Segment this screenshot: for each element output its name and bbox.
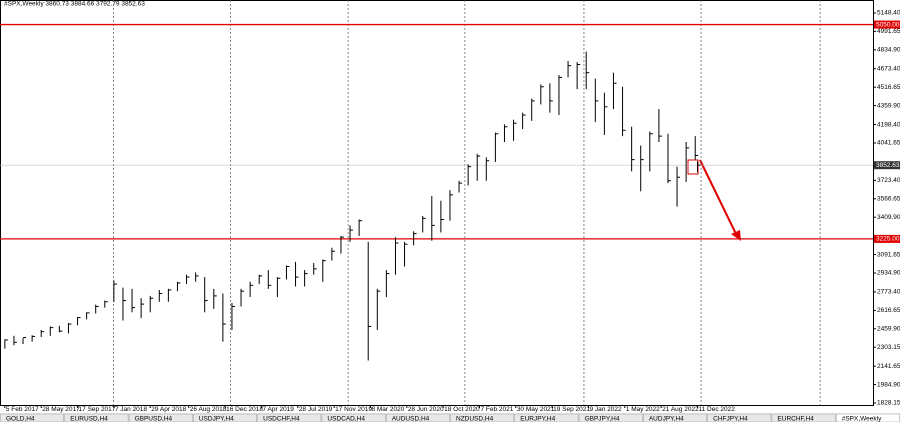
price-label: 5050.00 <box>876 21 900 28</box>
y-tick-label: 3409.90 <box>877 214 900 221</box>
price-label: 3852.63 <box>876 162 900 169</box>
x-tick-label: 18 Oct 2020 <box>444 406 480 413</box>
y-tick-label: 3723.40 <box>877 177 900 184</box>
annotation-arrow <box>699 159 738 237</box>
tab-label[interactable]: USDCHF,H4 <box>263 416 300 422</box>
y-tick-label: 4991.65 <box>877 28 900 35</box>
tab-label[interactable]: EURJPY,H4 <box>520 416 555 422</box>
x-tick-label: 30 May 2021 <box>517 406 555 413</box>
x-tick-label: 16 Dec 2018 <box>226 406 263 413</box>
tab-label[interactable]: EURCHF,H4 <box>777 416 814 422</box>
y-tick-label: 4673.40 <box>877 66 900 73</box>
y-tick-label: 1828.15 <box>877 400 900 407</box>
y-tick-label: 3566.65 <box>877 196 900 203</box>
annotation-box <box>687 159 699 175</box>
x-tick-label: 21 Aug 2022 <box>662 406 699 413</box>
x-tick-label: 17 Sep 2017 <box>79 406 116 413</box>
tab-label[interactable]: USDCAD,H4 <box>327 416 365 422</box>
x-tick-label: 28 Jul 2019 <box>299 406 333 413</box>
y-tick-label: 2934.90 <box>877 270 900 277</box>
tab[interactable] <box>450 413 515 422</box>
x-tick-label: 7 Apr 2019 <box>262 406 294 413</box>
tab[interactable] <box>771 413 836 422</box>
tab-label[interactable]: GBPUSD,H4 <box>135 416 173 422</box>
plot-frame <box>0 0 874 406</box>
x-tick-label: 9 Jan 2022 <box>589 406 622 413</box>
y-tick-label: 5148.40 <box>877 10 900 17</box>
x-tick-label: 29 Apr 2018 <box>151 406 186 413</box>
tab-label[interactable]: AUDUSD,H4 <box>392 416 430 422</box>
tab-label[interactable]: GBPJPY,H4 <box>585 416 620 422</box>
y-tick-label: 2459.90 <box>877 325 900 332</box>
y-tick-label: 4834.90 <box>877 47 900 54</box>
x-tick-label: 28 May 2017 <box>42 406 80 413</box>
tab[interactable] <box>643 413 707 422</box>
tab[interactable] <box>321 413 386 422</box>
x-tick-label: 1 May 2022 <box>626 406 660 413</box>
tab[interactable] <box>385 413 450 422</box>
y-tick-label: 2303.15 <box>877 344 900 351</box>
y-tick-label: 4516.65 <box>877 84 900 91</box>
tab[interactable] <box>707 413 772 422</box>
annotation-arrowhead <box>731 230 741 241</box>
x-tick-label: 5 Feb 2017 <box>6 406 39 413</box>
x-tick-label: 19 Sep 2021 <box>553 406 590 413</box>
tab-label[interactable]: USDJPY,H4 <box>199 416 234 422</box>
y-tick-label: 1984.90 <box>877 381 900 388</box>
tab[interactable] <box>578 413 643 422</box>
tab[interactable] <box>514 413 579 422</box>
tab-label[interactable]: GOLD,H4 <box>6 416 35 422</box>
tab[interactable] <box>128 413 193 422</box>
x-tick-label: 26 Aug 2018 <box>190 406 227 413</box>
price-label-box <box>874 161 900 170</box>
y-tick-label: 2616.65 <box>877 307 900 314</box>
x-tick-label: 7 Jan 2018 <box>115 406 148 413</box>
tab-label[interactable]: EURUSD,H4 <box>70 416 108 422</box>
y-tick-label: 4198.40 <box>877 121 900 128</box>
tab[interactable] <box>257 413 322 422</box>
x-tick-label: 11 Dec 2022 <box>698 406 735 413</box>
tab-label[interactable]: CHFJPY,H4 <box>713 416 748 422</box>
x-tick-label: 17 Nov 2019 <box>335 406 372 413</box>
y-tick-label: 2773.40 <box>877 289 900 296</box>
y-tick-label: 4041.65 <box>877 140 900 147</box>
tab-label[interactable]: NZDUSD,H4 <box>456 416 494 422</box>
price-label-box <box>874 234 900 243</box>
tab[interactable] <box>64 413 129 422</box>
y-tick-label: 2141.65 <box>877 363 900 370</box>
tab-bar <box>0 413 900 422</box>
tab-label[interactable]: AUDJPY,H4 <box>649 416 684 422</box>
x-tick-label: 28 Jun 2020 <box>408 406 444 413</box>
price-label: 3225.00 <box>876 236 900 243</box>
chart-header: #SPX,Weekly 3860.73 3884.66 3792.79 3852… <box>4 1 145 8</box>
price-label-box <box>874 20 900 29</box>
x-tick-label: 8 Mar 2020 <box>371 406 404 413</box>
x-tick-label: 7 Feb 2021 <box>480 406 513 413</box>
tab-label[interactable]: #SPX,Weekly <box>842 416 882 422</box>
y-tick-label: 3091.65 <box>877 251 900 258</box>
y-tick-label: 4359.90 <box>877 102 900 109</box>
tab[interactable] <box>0 413 65 422</box>
tab[interactable] <box>193 413 257 422</box>
